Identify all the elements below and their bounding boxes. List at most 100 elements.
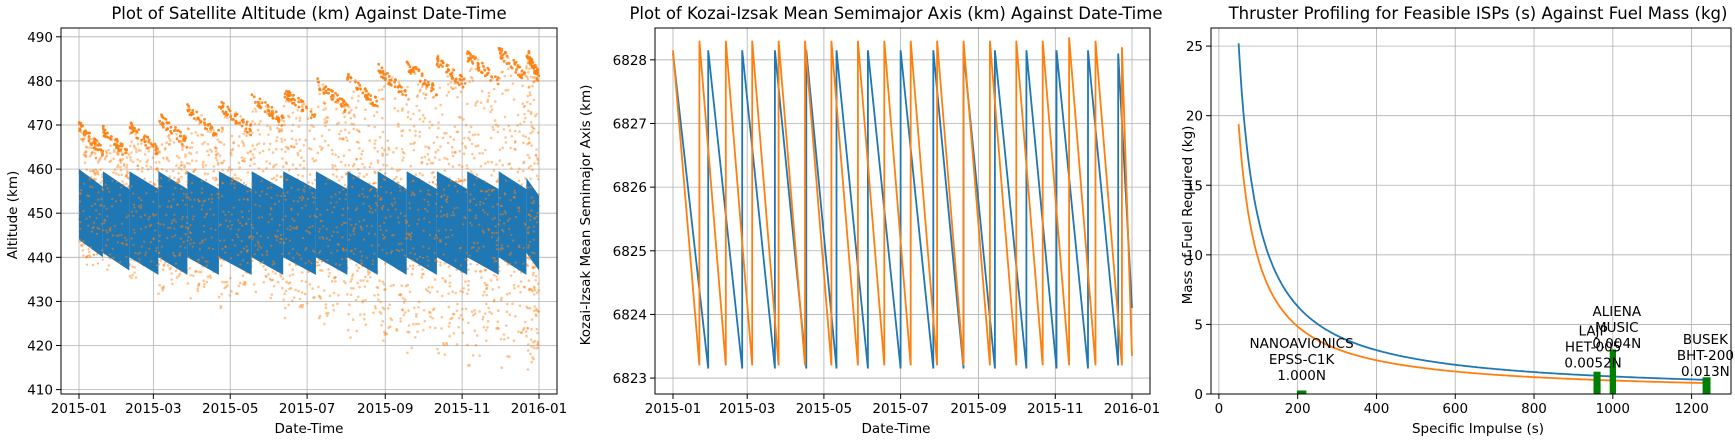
altitude-point: [438, 86, 442, 90]
altitude-point: [469, 193, 472, 196]
altitude-point: [263, 110, 267, 113]
altitude-point: [396, 122, 400, 126]
altitude-point: [470, 246, 473, 249]
altitude-point: [174, 234, 177, 237]
altitude-point: [430, 171, 434, 175]
altitude-point: [318, 264, 321, 267]
altitude-point: [324, 107, 328, 110]
altitude-point: [326, 314, 329, 318]
altitude-point: [348, 148, 351, 152]
altitude-point: [322, 92, 326, 95]
altitude-point: [531, 130, 534, 133]
altitude-point: [254, 191, 257, 194]
altitude-point: [180, 168, 183, 171]
altitude-point: [145, 192, 148, 195]
altitude-y-axis-label: Altitude (km): [5, 171, 21, 260]
altitude-point: [117, 234, 120, 237]
altitude-point: [316, 80, 320, 84]
altitude-point: [392, 283, 395, 287]
altitude-point: [504, 179, 507, 182]
altitude-point: [126, 172, 129, 175]
altitude-point: [522, 326, 526, 330]
altitude-point: [479, 200, 482, 204]
altitude-point: [146, 146, 150, 150]
altitude-point: [371, 211, 374, 214]
altitude-point: [106, 215, 109, 218]
altitude-point: [531, 265, 534, 269]
altitude-point: [382, 76, 385, 79]
altitude-point: [128, 126, 132, 130]
altitude-point: [357, 94, 360, 98]
altitude-point: [83, 133, 86, 137]
altitude-point: [496, 248, 499, 251]
altitude-point: [267, 221, 270, 224]
altitude-point: [522, 120, 526, 124]
altitude-point: [156, 166, 159, 170]
altitude-point: [154, 148, 158, 152]
altitude-point: [302, 159, 306, 163]
altitude-point: [112, 171, 115, 174]
y-tick-label: 15: [1186, 178, 1203, 194]
altitude-point: [168, 137, 171, 140]
altitude-point: [347, 131, 351, 134]
altitude-point: [254, 244, 257, 247]
altitude-point: [375, 110, 379, 114]
altitude-point: [394, 201, 397, 204]
altitude-point: [447, 83, 450, 86]
altitude-point: [509, 251, 512, 255]
altitude-point: [140, 245, 143, 248]
altitude-point: [258, 204, 261, 208]
altitude-point: [190, 111, 193, 115]
altitude-point: [401, 129, 405, 132]
altitude-point: [103, 157, 107, 161]
altitude-point: [194, 168, 197, 171]
altitude-point: [489, 279, 493, 282]
altitude-point: [158, 283, 161, 287]
altitude-point: [97, 159, 101, 162]
altitude-point: [352, 230, 355, 233]
altitude-point: [357, 266, 361, 270]
altitude-point: [292, 93, 295, 97]
altitude-point: [476, 144, 480, 147]
altitude-point: [265, 167, 268, 170]
altitude-point: [296, 200, 300, 203]
thruster-chart: Thruster Profiling for Feasible ISPs (s)…: [1180, 4, 1734, 437]
altitude-point: [451, 154, 455, 158]
altitude-point: [527, 71, 530, 74]
altitude-point: [297, 96, 300, 100]
altitude-point: [486, 66, 490, 70]
altitude-point: [92, 264, 95, 267]
semimajor-series: [672, 37, 1133, 369]
altitude-point: [316, 77, 320, 80]
altitude-point: [356, 167, 360, 171]
altitude-point: [428, 193, 431, 196]
x-tick-label: 2015-03: [719, 401, 775, 417]
altitude-point: [106, 238, 109, 241]
altitude-point: [400, 242, 403, 245]
altitude-point: [358, 285, 361, 289]
altitude-point: [241, 118, 245, 121]
altitude-point: [493, 216, 496, 220]
altitude-point: [527, 137, 531, 140]
altitude-point: [189, 242, 192, 245]
altitude-point: [215, 178, 218, 181]
altitude-point: [192, 241, 196, 245]
altitude-point: [418, 172, 422, 175]
altitude-point: [536, 158, 540, 162]
altitude-point: [308, 186, 312, 189]
altitude-point: [269, 125, 272, 129]
altitude-point: [416, 83, 420, 86]
altitude-point: [488, 310, 491, 314]
altitude-point: [351, 273, 355, 276]
altitude-point: [296, 151, 300, 155]
altitude-point: [318, 295, 322, 299]
altitude-point: [484, 148, 487, 152]
altitude-point: [536, 340, 540, 344]
altitude-point: [265, 275, 268, 278]
altitude-point: [483, 211, 486, 214]
altitude-point: [379, 300, 383, 304]
altitude-point: [323, 102, 326, 105]
altitude-point: [235, 233, 238, 236]
altitude-point: [197, 198, 200, 201]
altitude-point: [287, 282, 290, 285]
